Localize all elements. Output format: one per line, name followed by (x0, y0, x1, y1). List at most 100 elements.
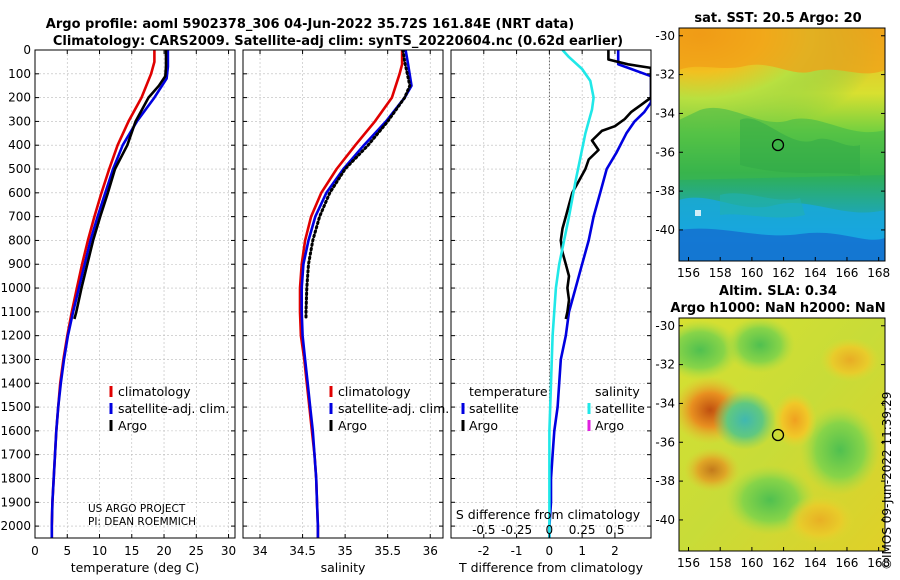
x-axis-label: T difference from climatology (458, 560, 644, 575)
x-tick-label: 35 (337, 544, 352, 558)
x-axis-label: salinity (321, 560, 366, 575)
plot-frame (34, 49, 236, 539)
y-tick-label: 1000 (0, 281, 31, 295)
x-tick-label: -2 (478, 544, 490, 558)
y-tick-label: 100 (8, 67, 31, 81)
legend-label-t-satellite: satellite (469, 401, 519, 416)
legend-label-climatology: climatology (118, 384, 191, 399)
y-tick-label: 1200 (0, 329, 31, 343)
sla-map-title-line1: Altim. SLA: 0.34 (719, 284, 837, 299)
imos-timestamp: ©IMOS 09-Jun-2022 11:39:29 (880, 392, 894, 570)
lat-tick-label: -36 (655, 145, 675, 159)
s-tick-label: 0 (546, 523, 554, 537)
salinity-panel: 34 34.5 35 35.5 36 salinity (242, 49, 444, 575)
figure-title-line2: Climatology: CARS2009. Satellite-adj cli… (53, 34, 623, 49)
x-tick-label: -1 (511, 544, 523, 558)
lon-tick-label: 160 (740, 556, 763, 570)
lon-tick-label: 160 (740, 266, 763, 280)
legend-label-argo: Argo (338, 418, 367, 433)
legend-header-temperature: temperature (469, 384, 548, 399)
lat-tick-label: -30 (655, 319, 675, 333)
sla-map-title-line2: Argo h1000: NaN h2000: NaN (670, 301, 885, 316)
s-tick-label: 0.25 (569, 523, 596, 537)
lat-tick-label: -30 (655, 29, 675, 43)
y-tick-label: 300 (8, 114, 31, 128)
y-tick-label: 800 (8, 233, 31, 247)
figure-title-line1: Argo profile: aoml 5902378_306 04-Jun-20… (46, 17, 574, 32)
legend-label-t-argo: Argo (469, 418, 498, 433)
x-tick-label: 30 (221, 544, 236, 558)
y-tick-label: 1300 (0, 352, 31, 366)
lat-tick-label: -40 (655, 223, 675, 237)
sst-argo-location-marker (771, 138, 785, 152)
y-tick-label: 200 (8, 91, 31, 105)
difference-panel: -2 -1 0 1 2 -0.5 -0.25 0 0.25 0.5 T difference fro… (450, 49, 652, 575)
series-line-argo (73, 50, 168, 320)
lat-tick-label: -34 (655, 106, 675, 120)
x-tick-label: 15 (124, 544, 139, 558)
lon-tick-label: 158 (709, 556, 732, 570)
project-note: US ARGO PROJECT (88, 503, 186, 515)
series-line-satellite-adj-clim- (300, 50, 413, 538)
lon-tick-label: 156 (677, 266, 700, 280)
lat-tick-label: -40 (655, 513, 675, 527)
s-tick-label: -0.5 (472, 523, 495, 537)
legend-label-climatology: climatology (338, 384, 411, 399)
x-tick-label: 34 (252, 544, 267, 558)
lon-tick-label: 166 (836, 266, 859, 280)
x-tick-label: 34.5 (289, 544, 316, 558)
series-group (50, 50, 170, 538)
plot-frame (242, 49, 444, 539)
x-tick-label: 35.5 (374, 544, 401, 558)
sla-map-image (679, 318, 885, 551)
x-tick-label: 1 (578, 544, 586, 558)
y-tick-label: 700 (8, 210, 31, 224)
y-tick-label: 1100 (0, 305, 31, 319)
y-tick-label: 0 (23, 43, 31, 57)
series-line-t-satellite (548, 50, 651, 538)
sst-map-image (679, 28, 885, 261)
x-axis-label: temperature (deg C) (71, 560, 200, 575)
lon-tick-label: 158 (709, 266, 732, 280)
x-tick-label: 0 (31, 544, 39, 558)
lon-tick-label: 166 (836, 556, 859, 570)
y-tick-label: 1500 (0, 400, 31, 414)
x-tick-label: 2 (611, 544, 619, 558)
series-line-satellite-adj-clim- (50, 50, 170, 538)
lat-tick-label: -36 (655, 435, 675, 449)
x-tick-label: 20 (156, 544, 171, 558)
series-line-argo (304, 50, 412, 321)
legend-label-s-argo: Argo (595, 418, 624, 433)
y-tick-label: 600 (8, 186, 31, 200)
pi-note: PI: DEAN ROEMMICH (88, 516, 196, 528)
salinity-legend: climatology satellite-adj. clim. Argo (329, 384, 449, 433)
lon-tick-label: 164 (804, 266, 827, 280)
plot-frame (450, 49, 652, 539)
series-line-t-argo (559, 50, 651, 320)
s-tick-label: 0.5 (605, 523, 624, 537)
lat-tick-label: -34 (655, 396, 675, 410)
x-tick-label: 5 (63, 544, 71, 558)
legend-label-satellite: satellite-adj. clim. (118, 401, 229, 416)
lon-tick-label: 168 (867, 556, 890, 570)
y-tick-label: 1400 (0, 376, 31, 390)
y-tick-label: 900 (8, 257, 31, 271)
y-tick-label: 1800 (0, 471, 31, 485)
x-tick-label: 0 (546, 544, 554, 558)
temperature-legend: climatology satellite-adj. clim. Argo (109, 384, 229, 433)
sst-map-frame (678, 27, 886, 262)
lon-tick-label: 168 (867, 266, 890, 280)
sla-argo-location-marker (771, 428, 785, 442)
series-line-s-satellite (548, 50, 595, 538)
y-tick-label: 2000 (0, 519, 31, 533)
series-group (298, 50, 413, 538)
lat-tick-label: -38 (655, 184, 675, 198)
x-tick-label: 25 (189, 544, 204, 558)
sla-map-axes: -30 -32 -34 -36 -38 -40 156 158 160 162 164 166 168 (655, 319, 890, 570)
legend-label-argo: Argo (118, 418, 147, 433)
sst-map-axes: -30 -32 -34 -36 -38 -40 156 158 160 162 164 166 168 (655, 29, 890, 280)
series-group (548, 50, 651, 538)
x-tick-label: 36 (423, 544, 438, 558)
